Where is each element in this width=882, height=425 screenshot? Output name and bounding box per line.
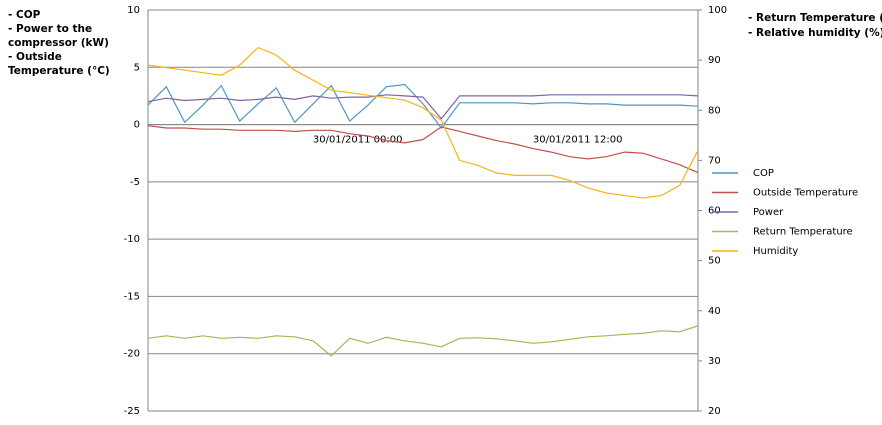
y-tick-label: 0 (134, 120, 140, 131)
series-line (147, 325, 699, 357)
y-tick-label: -10 (124, 234, 140, 245)
x-tick-label: 30/01/2011 00:00 (313, 135, 403, 146)
y2-axis-note: - Return Temperature (°C) (748, 12, 882, 24)
y2-tick-label: 50 (708, 256, 721, 267)
y2-tick-label: 70 (708, 155, 721, 166)
y2-axis-note: - Relative humidity (%) (748, 27, 882, 39)
y-tick-label: -25 (124, 406, 140, 417)
y-tick-label: 5 (134, 62, 140, 73)
y-tick-label: 10 (127, 5, 140, 16)
series-line (147, 125, 699, 174)
y2-tick-label: 90 (708, 55, 721, 66)
y2-tick-label: 60 (708, 206, 721, 217)
y-axis-note: - Outside (8, 51, 62, 63)
y2-tick-label: 100 (708, 5, 727, 16)
legend-label: Return Temperature (753, 227, 853, 238)
y2-tick-label: 30 (708, 356, 721, 367)
y2-tick-label: 40 (708, 306, 721, 317)
y-axis-note: - Power to the (8, 23, 92, 35)
y2-tick-label: 80 (708, 105, 721, 116)
y-tick-label: -20 (124, 349, 140, 360)
y-axis-note: compressor (kW) (8, 37, 109, 49)
y-axis-note: - COP (8, 9, 41, 21)
y-tick-label: -15 (124, 291, 140, 302)
y-tick-label: -5 (130, 177, 140, 188)
legend-label: Power (753, 207, 784, 218)
series-line (147, 46, 699, 199)
y-axis-note: Temperature (°C) (8, 65, 110, 77)
legend-label: Outside Temperature (753, 188, 858, 199)
y2-tick-label: 20 (708, 406, 721, 417)
legend-label: COP (753, 168, 774, 179)
series-line (147, 83, 699, 130)
x-tick-label: 30/01/2011 12:00 (533, 135, 623, 146)
legend-label: Humidity (753, 246, 798, 257)
series-line (147, 94, 699, 120)
